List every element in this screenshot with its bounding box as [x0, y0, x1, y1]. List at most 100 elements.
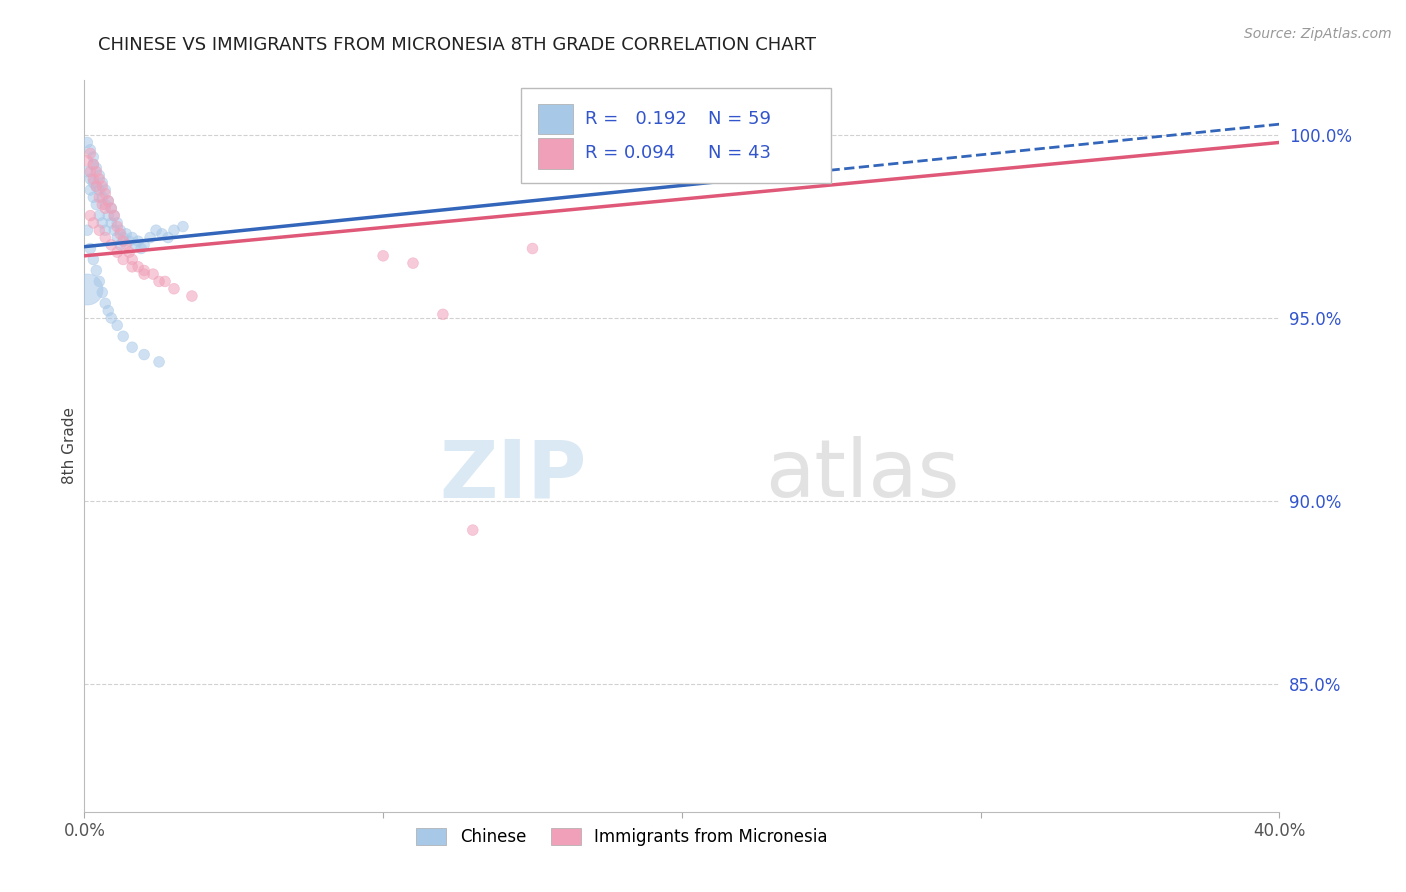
- Point: [105, 245, 128, 260]
- Point: [89, 183, 111, 197]
- Text: Source: ZipAtlas.com: Source: ZipAtlas.com: [1244, 27, 1392, 41]
- Point: [94, 230, 117, 244]
- Point: [163, 282, 186, 296]
- Point: [142, 267, 165, 281]
- Point: [145, 223, 167, 237]
- Point: [461, 523, 484, 537]
- Point: [94, 223, 117, 237]
- Point: [97, 209, 120, 223]
- Point: [105, 230, 128, 244]
- Point: [172, 219, 194, 234]
- Point: [110, 223, 132, 237]
- Point: [91, 190, 114, 204]
- Point: [79, 164, 101, 178]
- Point: [432, 307, 454, 321]
- Point: [118, 245, 141, 260]
- Y-axis label: 8th Grade: 8th Grade: [62, 408, 77, 484]
- Point: [86, 179, 108, 194]
- FancyBboxPatch shape: [520, 87, 831, 183]
- Point: [139, 230, 162, 244]
- Point: [112, 234, 135, 248]
- Point: [91, 197, 114, 211]
- Point: [91, 285, 114, 300]
- Text: atlas: atlas: [766, 436, 960, 515]
- Point: [100, 202, 122, 216]
- Point: [94, 186, 117, 201]
- Point: [91, 176, 114, 190]
- Point: [110, 227, 132, 241]
- Point: [79, 183, 101, 197]
- Point: [118, 234, 141, 248]
- Point: [76, 153, 98, 168]
- Point: [76, 282, 98, 296]
- Point: [76, 223, 98, 237]
- Point: [103, 209, 125, 223]
- Point: [181, 289, 204, 303]
- Point: [79, 242, 101, 256]
- Point: [86, 179, 108, 194]
- Text: R = 0.094: R = 0.094: [585, 145, 675, 162]
- Text: R =   0.192: R = 0.192: [585, 110, 688, 128]
- Point: [148, 274, 170, 288]
- Point: [100, 311, 122, 326]
- Point: [121, 252, 143, 267]
- Point: [89, 190, 111, 204]
- Point: [79, 209, 101, 223]
- Point: [522, 242, 544, 256]
- Point: [153, 274, 176, 288]
- Point: [148, 355, 170, 369]
- Point: [82, 252, 104, 267]
- Text: N = 43: N = 43: [709, 145, 772, 162]
- Point: [129, 242, 152, 256]
- Point: [86, 263, 108, 277]
- Point: [105, 318, 128, 333]
- Point: [82, 157, 104, 171]
- Text: N = 59: N = 59: [709, 110, 772, 128]
- Point: [103, 209, 125, 223]
- Point: [91, 179, 114, 194]
- Text: CHINESE VS IMMIGRANTS FROM MICRONESIA 8TH GRADE CORRELATION CHART: CHINESE VS IMMIGRANTS FROM MICRONESIA 8T…: [98, 36, 817, 54]
- Point: [94, 296, 117, 310]
- Point: [150, 227, 173, 241]
- Point: [94, 197, 117, 211]
- Point: [105, 216, 128, 230]
- Point: [89, 172, 111, 186]
- Point: [94, 183, 117, 197]
- Point: [94, 202, 117, 216]
- Point: [112, 329, 135, 343]
- Point: [103, 223, 125, 237]
- Point: [89, 223, 111, 237]
- Point: [97, 194, 120, 208]
- Point: [124, 237, 146, 252]
- Point: [82, 157, 104, 171]
- Point: [97, 194, 120, 208]
- Point: [127, 234, 149, 248]
- Point: [121, 230, 143, 244]
- Point: [105, 219, 128, 234]
- Point: [86, 164, 108, 178]
- Point: [79, 172, 101, 186]
- Text: ZIP: ZIP: [439, 436, 586, 515]
- Point: [115, 237, 138, 252]
- FancyBboxPatch shape: [538, 138, 574, 169]
- Point: [132, 263, 156, 277]
- Point: [89, 209, 111, 223]
- Point: [97, 303, 120, 318]
- Point: [86, 161, 108, 175]
- Point: [82, 216, 104, 230]
- Point: [112, 252, 135, 267]
- Point: [76, 164, 98, 178]
- Point: [91, 216, 114, 230]
- Point: [132, 267, 156, 281]
- Point: [89, 274, 111, 288]
- Point: [132, 348, 156, 362]
- Legend: Chinese, Immigrants from Micronesia: Chinese, Immigrants from Micronesia: [408, 820, 837, 855]
- Point: [100, 216, 122, 230]
- Point: [121, 260, 143, 274]
- Point: [82, 190, 104, 204]
- Point: [112, 230, 135, 244]
- Point: [157, 230, 180, 244]
- Point: [82, 172, 104, 186]
- Point: [110, 237, 132, 252]
- Point: [86, 197, 108, 211]
